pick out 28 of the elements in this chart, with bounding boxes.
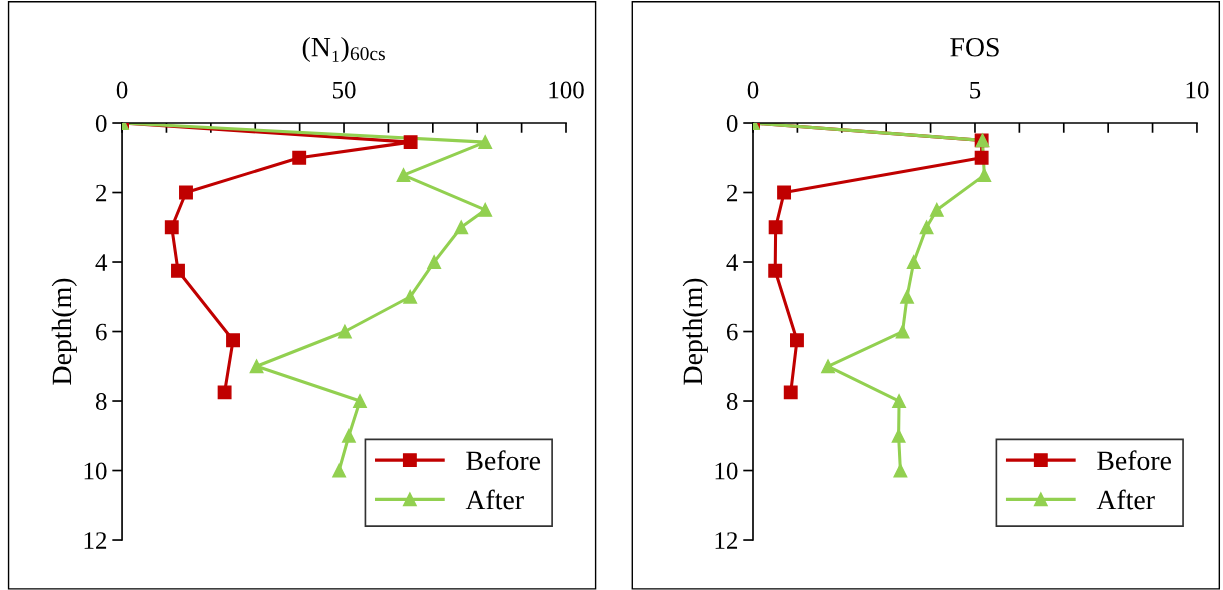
chart-title: (N₁)$_{60cs}$ xyxy=(302,36,385,63)
y-tick-label: 12 xyxy=(84,532,107,549)
legend-label: After xyxy=(465,489,524,510)
y-tick-label: 0 xyxy=(726,115,738,132)
y-tick-label: 10 xyxy=(84,462,107,480)
y-axis-title: Depth(m) xyxy=(682,278,708,385)
x-tick-label: 0 xyxy=(116,81,128,99)
x-tick-label: 5 xyxy=(970,81,981,99)
legend-label: Before xyxy=(1097,450,1171,471)
y-tick-label: 4 xyxy=(726,254,739,271)
legend-label: After xyxy=(1096,489,1155,510)
y-tick-label: 8 xyxy=(95,393,107,410)
y-tick-label: 8 xyxy=(726,393,738,410)
y-tick-label: 0 xyxy=(95,115,107,132)
y-tick-label: 10 xyxy=(715,462,738,480)
chart-title: FOS xyxy=(950,37,999,57)
y-tick-label: 2 xyxy=(727,184,738,202)
x-tick-label: 0 xyxy=(747,81,759,99)
legend-label: Before xyxy=(466,450,541,471)
y-tick-label: 6 xyxy=(726,323,738,341)
y-axis-title: Depth(m) xyxy=(51,278,77,385)
y-tick-label: 4 xyxy=(95,254,108,271)
x-tick-label: 100 xyxy=(549,81,584,99)
x-tick-label: 50 xyxy=(332,81,356,99)
y-tick-label: 6 xyxy=(96,323,107,341)
x-tick-label: 10 xyxy=(1186,81,1209,99)
y-tick-label: 12 xyxy=(715,532,738,549)
y-tick-label: 2 xyxy=(96,184,107,202)
